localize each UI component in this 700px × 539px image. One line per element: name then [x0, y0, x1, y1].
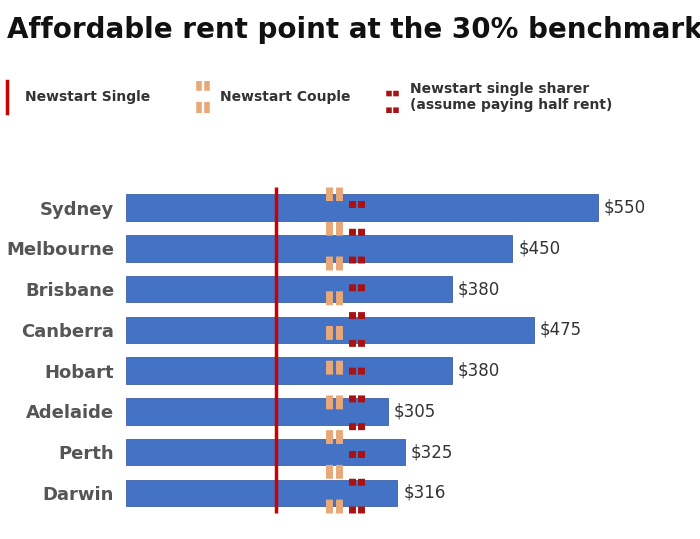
Bar: [126, 317, 533, 343]
Text: $380: $380: [458, 280, 500, 298]
Text: Newstart Single: Newstart Single: [25, 90, 150, 104]
Text: Newstart single sharer
(assume paying half rent): Newstart single sharer (assume paying ha…: [410, 82, 612, 112]
Bar: [126, 276, 452, 302]
Text: $475: $475: [540, 321, 582, 339]
Text: Newstart Couple: Newstart Couple: [220, 90, 351, 104]
Text: Affordable rent point at the 30% benchmark: Affordable rent point at the 30% benchma…: [7, 16, 700, 44]
Bar: [126, 357, 452, 384]
Text: $316: $316: [403, 484, 445, 502]
Bar: [126, 195, 598, 221]
Bar: [126, 398, 388, 425]
Text: $305: $305: [393, 403, 436, 420]
Text: $550: $550: [604, 199, 646, 217]
Bar: [126, 480, 397, 506]
Text: $450: $450: [518, 239, 560, 258]
Text: $325: $325: [411, 443, 454, 461]
Text: $380: $380: [458, 362, 500, 380]
Bar: [126, 439, 405, 466]
Bar: [126, 235, 512, 262]
